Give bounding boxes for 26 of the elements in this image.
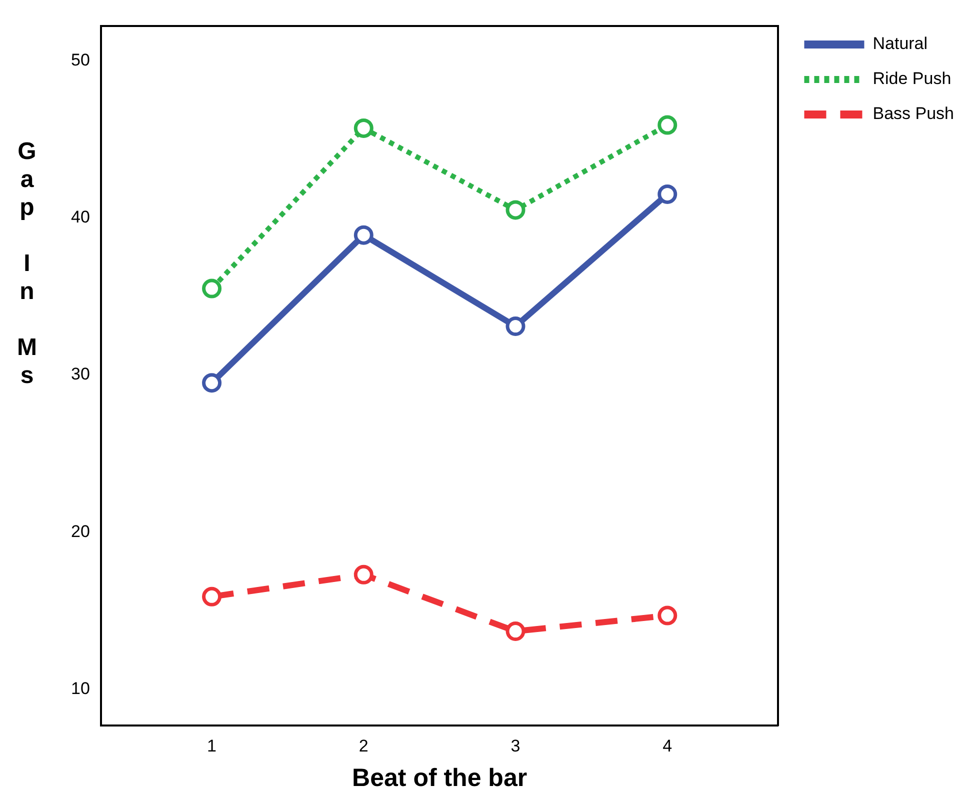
point: [354, 225, 374, 245]
point: [506, 622, 526, 642]
point: [202, 373, 222, 393]
legend-label: Bass Push: [872, 104, 954, 124]
legend-label: Natural: [872, 34, 928, 54]
y-tick-label: 30: [70, 364, 90, 384]
y-tick-label: 10: [70, 679, 90, 698]
legend-label: Ride Push: [872, 69, 952, 88]
point: [202, 586, 222, 606]
point: [658, 184, 678, 204]
point: [506, 200, 526, 220]
point: [658, 115, 678, 135]
x-tick-label: 1: [207, 736, 217, 756]
point: [506, 316, 526, 336]
point: [354, 118, 374, 138]
point: [354, 564, 374, 584]
y-tick-label: 50: [70, 50, 90, 70]
x-axis-title: Beat of the bar: [352, 764, 528, 792]
y-tick-label: 40: [70, 207, 90, 226]
x-tick-label: 3: [510, 736, 520, 756]
text: Gap In Ms: [17, 138, 37, 389]
y-tick-label: 20: [70, 522, 90, 541]
point: [202, 278, 222, 298]
x-tick-label: 4: [662, 736, 672, 756]
point: [658, 606, 678, 626]
x-tick-label: 2: [358, 736, 368, 756]
